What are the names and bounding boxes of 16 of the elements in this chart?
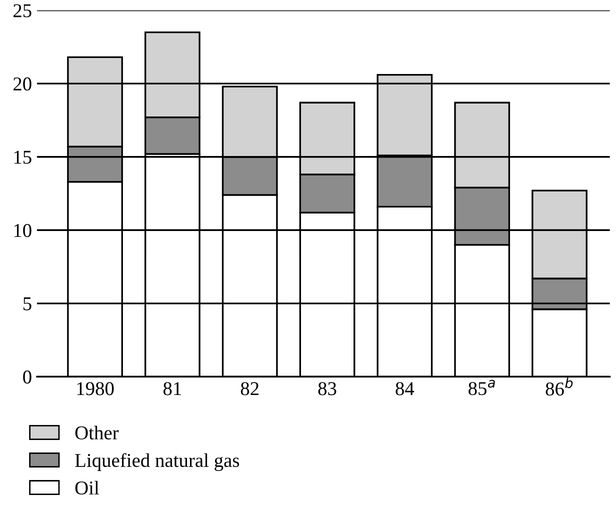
legend-label: Other <box>75 426 119 440</box>
legend-label: Liquefied natural gas <box>75 453 240 472</box>
y-tick-label: 5 <box>24 297 32 310</box>
x-tick-label: 86$^{b}$ <box>546 378 573 396</box>
y-tick-label: 25 <box>14 4 32 18</box>
x-tick-label: 84 <box>396 382 414 396</box>
x-tick-label: 83 <box>318 382 336 396</box>
x-tick-label: 85$^{a}$ <box>468 380 495 396</box>
x-tick-label: 81 <box>163 382 181 396</box>
y-tick-label: 20 <box>14 77 32 91</box>
x-tick-label: 1980 <box>77 382 114 396</box>
y-tick-label: 0 <box>23 370 32 384</box>
y-tick-label: 10 <box>14 224 32 238</box>
y-tick-label: 15 <box>14 150 32 164</box>
legend-label: Oil <box>75 480 99 495</box>
x-tick-label: 82 <box>240 382 259 396</box>
